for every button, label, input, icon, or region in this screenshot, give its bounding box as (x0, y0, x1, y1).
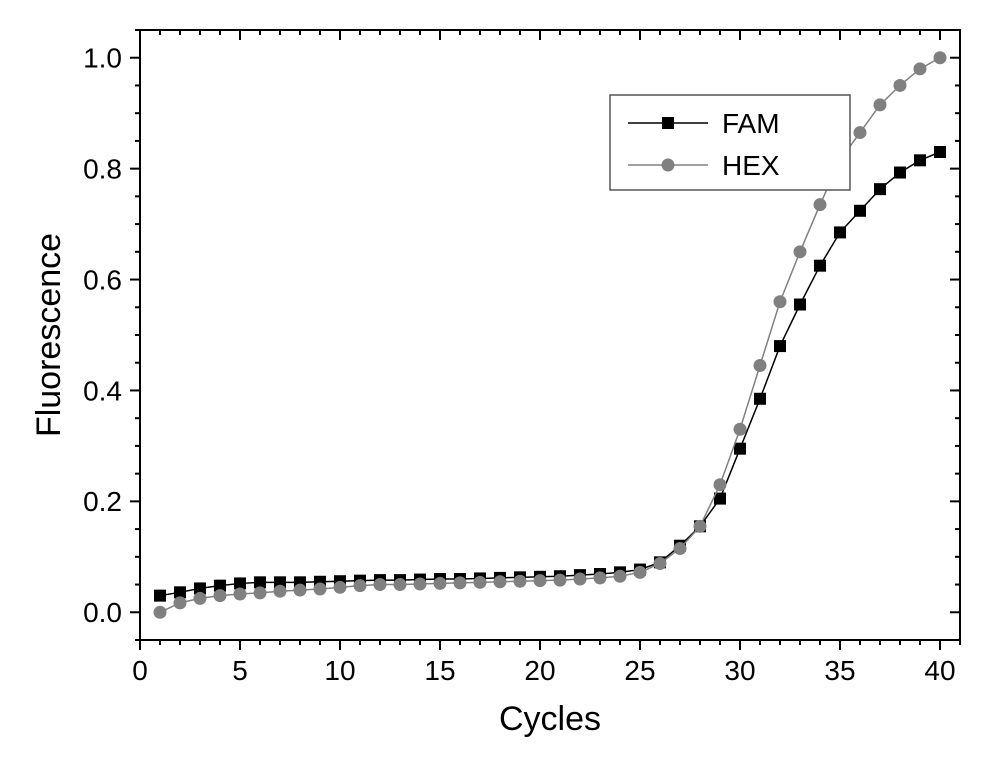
marker-circle (354, 579, 367, 592)
marker-circle (914, 62, 927, 75)
marker-circle (774, 295, 787, 308)
chart-container: 0 5 10 15 20 25 30 35 40 0.0 0.2 0.4 0.6 0.8 1.0 Cycles… (0, 0, 1000, 760)
marker-circle (934, 51, 947, 64)
marker-circle (794, 245, 807, 258)
x-tick-label: 20 (524, 655, 555, 686)
marker-circle (614, 570, 627, 583)
fluorescence-chart: 0 5 10 15 20 25 30 35 40 0.0 0.2 0.4 0.6 0.8 1.0 Cycles… (0, 0, 1000, 760)
marker-circle (454, 576, 467, 589)
marker-circle (154, 606, 167, 619)
marker-circle (234, 587, 247, 600)
y-tick-label: 1.0 (83, 43, 122, 74)
marker-circle (734, 423, 747, 436)
marker-square (814, 260, 826, 272)
marker-circle (274, 585, 287, 598)
marker-circle (754, 359, 767, 372)
marker-square (854, 205, 866, 217)
y-tick-label: 0.0 (83, 597, 122, 628)
legend-label: FAM (722, 108, 780, 139)
marker-circle (874, 98, 887, 111)
marker-circle (194, 592, 207, 605)
marker-circle (574, 573, 587, 586)
marker-square (754, 393, 766, 405)
marker-circle (174, 596, 187, 609)
y-axis-title: Fluorescence (30, 233, 68, 437)
marker-circle (514, 575, 527, 588)
x-tick-label: 15 (424, 655, 455, 686)
x-tick-label: 25 (624, 655, 655, 686)
y-tick-label: 0.4 (83, 375, 122, 406)
series-line-fam (160, 152, 940, 596)
marker-square (914, 154, 926, 166)
marker-circle (894, 79, 907, 92)
marker-circle (594, 571, 607, 584)
marker-square (894, 167, 906, 179)
marker-square (734, 443, 746, 455)
x-tick-label: 0 (132, 655, 148, 686)
marker-square (934, 146, 946, 158)
marker-circle (854, 126, 867, 139)
marker-circle (634, 566, 647, 579)
x-tick-label: 30 (724, 655, 755, 686)
marker-circle (474, 576, 487, 589)
legend-marker-square (662, 117, 674, 129)
marker-circle (334, 581, 347, 594)
legend-label: HEX (722, 150, 780, 181)
x-tick-label: 40 (924, 655, 955, 686)
legend-marker-circle (662, 159, 675, 172)
y-tick-label: 0.8 (83, 153, 122, 184)
marker-circle (214, 589, 227, 602)
x-tick-label: 35 (824, 655, 855, 686)
marker-circle (314, 582, 327, 595)
marker-circle (554, 574, 567, 587)
marker-circle (254, 586, 267, 599)
marker-circle (374, 578, 387, 591)
marker-circle (394, 578, 407, 591)
marker-circle (714, 478, 727, 491)
marker-circle (294, 584, 307, 597)
marker-square (774, 340, 786, 352)
marker-circle (694, 520, 707, 533)
marker-square (794, 299, 806, 311)
y-tick-label: 0.2 (83, 486, 122, 517)
marker-circle (654, 557, 667, 570)
marker-square (834, 226, 846, 238)
x-axis-title: Cycles (499, 700, 601, 738)
marker-circle (674, 542, 687, 555)
y-tick-label: 0.6 (83, 264, 122, 295)
marker-square (874, 183, 886, 195)
marker-circle (534, 574, 547, 587)
x-tick-label: 5 (232, 655, 248, 686)
x-tick-label: 10 (324, 655, 355, 686)
marker-square (154, 590, 166, 602)
marker-circle (814, 198, 827, 211)
marker-circle (434, 577, 447, 590)
marker-circle (414, 577, 427, 590)
marker-circle (494, 575, 507, 588)
